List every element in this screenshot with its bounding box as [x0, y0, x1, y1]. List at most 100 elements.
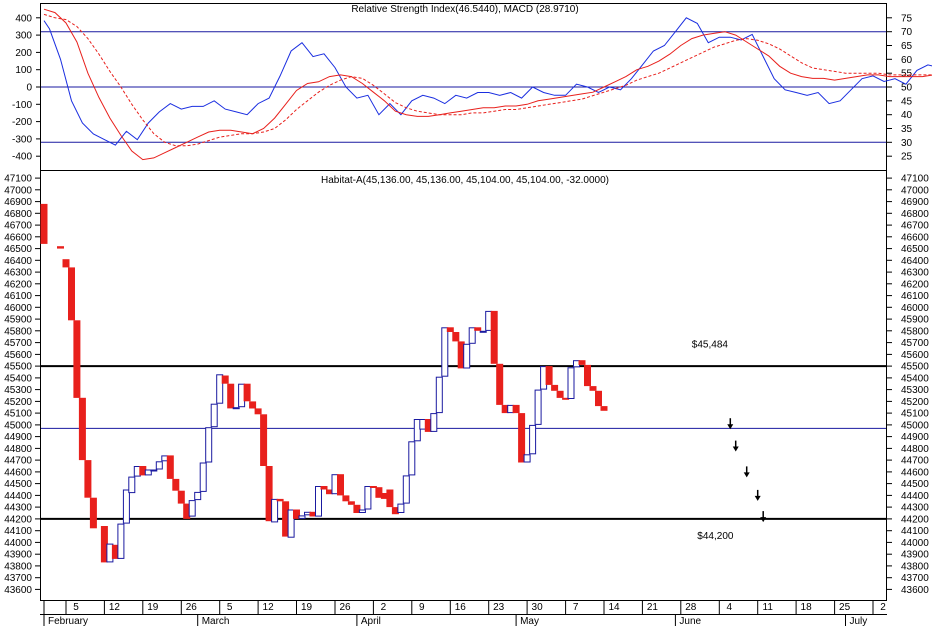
price-tick-label-left: 44100 [4, 526, 32, 537]
up-candle [402, 475, 410, 504]
up-candle [117, 523, 125, 559]
price-axis-left: 4710047000469004680046700466004650046400… [4, 174, 40, 596]
up-candle [468, 327, 476, 344]
down-arrow-icon [743, 466, 750, 478]
up-candle [155, 461, 163, 470]
down-candle [474, 327, 482, 331]
price-annotations: $45,484 $44,200 [692, 339, 767, 542]
down-candle [589, 386, 597, 391]
down-candle [227, 383, 235, 409]
date-tick-label: 19 [301, 602, 313, 613]
down-candle [172, 478, 180, 491]
down-candle [309, 511, 317, 517]
price-tick-label-right: 44200 [901, 514, 929, 525]
rsi-tick-label: 65 [901, 41, 913, 52]
price-tick-label-right: 45400 [901, 373, 929, 384]
price-tick-label-left: 46100 [4, 291, 32, 302]
price-tick-label-right: 46100 [901, 291, 929, 302]
price-tick-label-left: 43600 [4, 585, 32, 596]
down-candle [595, 390, 602, 407]
macd-tick-label: 0 [26, 83, 32, 94]
date-tick-label: 9 [419, 602, 425, 613]
macd-tick-label: -400 [12, 152, 32, 163]
indicator-lines [43, 8, 932, 161]
price-tick-label-left: 44700 [4, 456, 32, 467]
down-candle [501, 404, 509, 414]
up-candle [567, 367, 575, 399]
price-tick-label-right: 45100 [901, 409, 929, 420]
price-tick-label-right: 46700 [901, 221, 929, 232]
down-candle [375, 487, 383, 498]
price-tick-label-left: 46000 [4, 303, 32, 314]
date-tick-label: 26 [186, 602, 198, 613]
date-tick-label: 2 [381, 602, 387, 613]
down-candle [177, 490, 185, 504]
price-tick-label-right: 46500 [901, 244, 929, 255]
price-tick-label-left: 44200 [4, 514, 32, 525]
up-candle [271, 498, 279, 523]
down-candle [78, 397, 86, 461]
up-candle [463, 343, 471, 369]
price-tick-label-left: 44600 [4, 467, 32, 478]
down-arrow-icon [727, 418, 734, 430]
month-label: May [520, 616, 539, 626]
down-candle [254, 408, 262, 415]
price-candles [40, 203, 608, 563]
price-annotation: $44,200 [697, 531, 734, 542]
down-candle [183, 503, 191, 519]
down-candle [600, 406, 608, 411]
down-candle [578, 360, 586, 365]
up-candle [199, 462, 207, 492]
month-label: July [850, 616, 868, 626]
down-candle [556, 390, 564, 398]
indicator-gridlines [41, 31, 886, 143]
price-tick-label-right: 45300 [901, 385, 929, 396]
down-candle [337, 474, 344, 496]
up-candle [216, 374, 224, 404]
price-tick-label-right: 44000 [901, 538, 929, 549]
price-tick-label-right: 46600 [901, 232, 929, 243]
down-candle [320, 486, 328, 490]
month-label: February [48, 616, 88, 626]
down-candle [326, 489, 333, 495]
down-candle [584, 364, 591, 387]
down-candle [512, 404, 520, 414]
down-candle [40, 203, 48, 244]
rsi-tick-label: 70 [901, 27, 913, 38]
price-tick-label-right: 43600 [901, 585, 929, 596]
price-tick-label-right: 44700 [901, 456, 929, 467]
up-candle [232, 407, 240, 410]
down-candle [452, 332, 460, 342]
price-tick-label-right: 46300 [901, 268, 929, 279]
down-candle [496, 363, 504, 405]
date-tick-label: 7 [573, 602, 579, 613]
price-tick-label-right: 44100 [901, 526, 929, 537]
price-tick-label-left: 46300 [4, 268, 32, 279]
price-tick-label-left: 46500 [4, 244, 32, 255]
date-tick-label: 16 [455, 602, 467, 613]
price-tick-label-left: 45300 [4, 385, 32, 396]
down-candle [221, 375, 229, 384]
price-tick-label-right: 43700 [901, 573, 929, 584]
price-tick-label-left: 45600 [4, 350, 32, 361]
down-candle [282, 501, 290, 537]
macd-line [43, 8, 932, 161]
price-tick-label-left: 47000 [4, 185, 32, 196]
price-tick-label-left: 45500 [4, 362, 32, 373]
down-candle [446, 327, 454, 332]
rsi-tick-label: 50 [901, 83, 913, 94]
price-tick-label-right: 45000 [901, 420, 929, 431]
up-candle [122, 489, 130, 524]
price-tick-label-left: 47100 [4, 174, 32, 185]
up-candle [150, 469, 158, 472]
price-annotation: $45,484 [692, 339, 729, 350]
price-tick-label-left: 44000 [4, 538, 32, 549]
up-candle [188, 500, 196, 517]
price-tick-label-left: 44300 [4, 503, 32, 514]
down-candle [353, 504, 361, 513]
price-tick-label-right: 46900 [901, 197, 929, 208]
date-tick-label: 26 [339, 602, 351, 613]
date-tick-label: 12 [263, 602, 275, 613]
down-candle [100, 526, 108, 563]
